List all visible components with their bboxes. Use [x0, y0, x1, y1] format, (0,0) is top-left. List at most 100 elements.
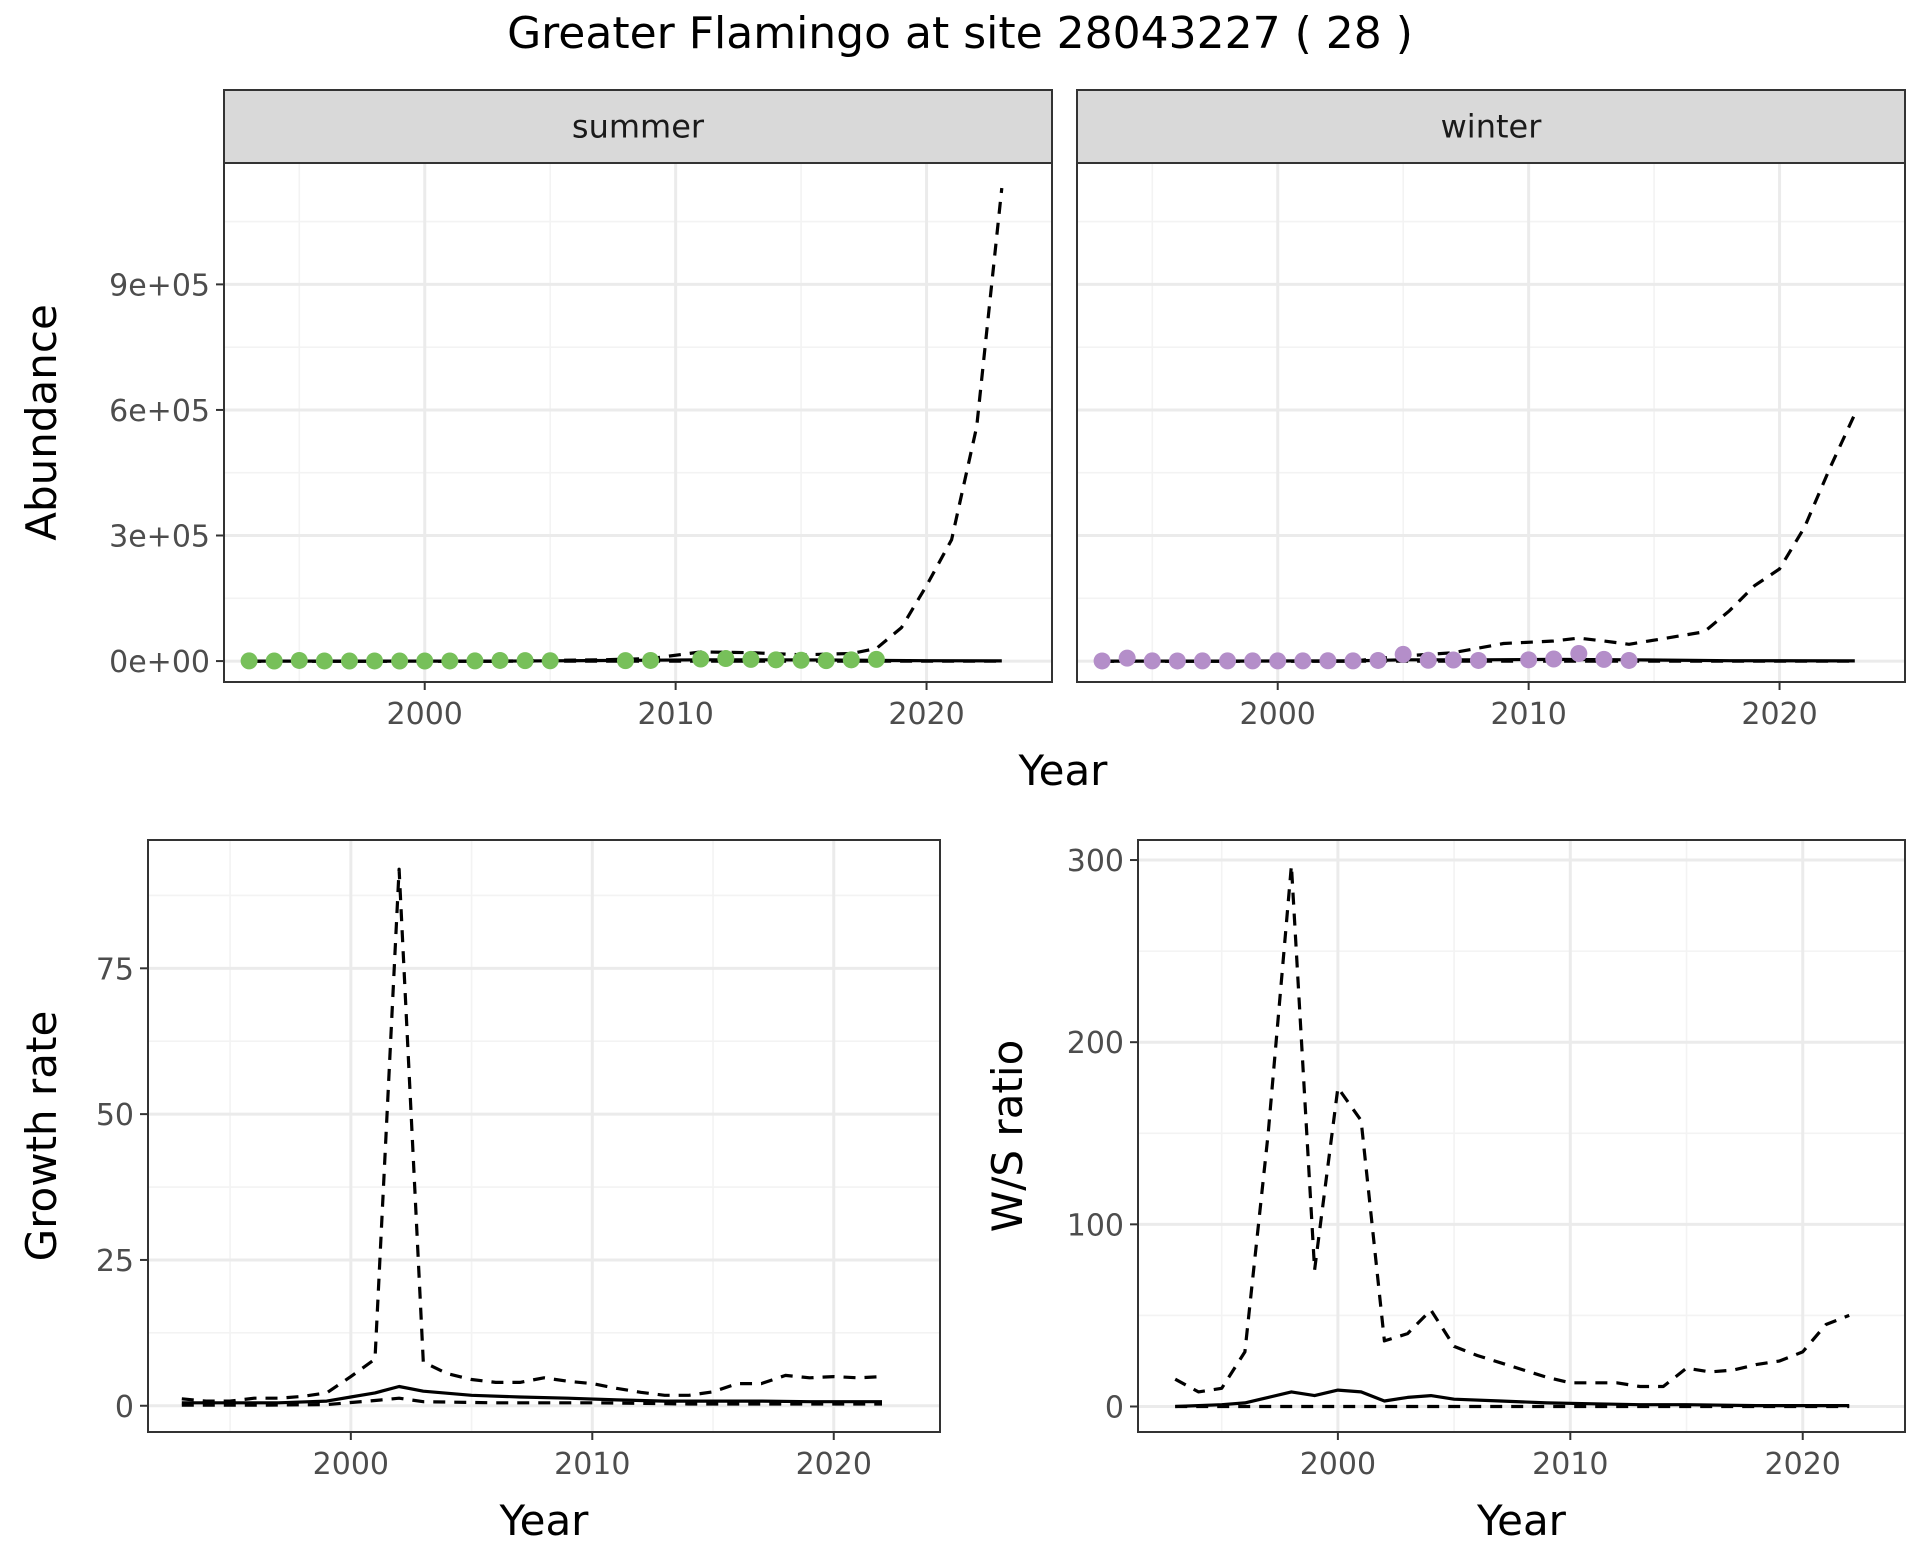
y-tick-label: 0: [115, 1390, 134, 1425]
y-tick-label: 3e+05: [109, 520, 210, 555]
y-axis: 0 100 200 300: [1067, 844, 1138, 1425]
data-point: [742, 650, 760, 668]
data-point: [1369, 651, 1387, 669]
data-point: [1419, 651, 1437, 669]
facet-strip-label: summer: [572, 108, 705, 146]
data-point: [1143, 652, 1161, 670]
data-point: [240, 652, 258, 670]
data-point: [366, 652, 384, 670]
data-point: [1469, 651, 1487, 669]
x-tick-label: 2000: [387, 697, 463, 732]
x-tick-label: 2010: [1490, 697, 1566, 732]
x-axis-title: Year: [1476, 1496, 1567, 1545]
data-point: [1118, 649, 1136, 667]
data-point: [290, 651, 308, 669]
y-tick-label: 75: [96, 952, 134, 987]
x-axis: 2000 2010 2020: [1240, 682, 1818, 732]
x-axis: 2000 2010 2020: [313, 1432, 872, 1482]
data-point: [491, 651, 509, 669]
y-tick-label: 0e+00: [109, 645, 210, 680]
data-point: [792, 651, 810, 669]
y-tick-label: 25: [96, 1244, 134, 1279]
gridlines: [148, 840, 940, 1432]
y-tick-label: 9e+05: [109, 268, 210, 303]
data-point: [1269, 652, 1287, 670]
data-point: [717, 650, 735, 668]
x-tick-label: 2020: [1765, 1447, 1841, 1482]
x-tick-label: 2020: [796, 1447, 872, 1482]
y-tick-label: 0: [1105, 1390, 1124, 1425]
winter-abundance-panel: winter 2000 2010 2020: [1076, 89, 1906, 732]
data-point: [1093, 652, 1111, 670]
x-tick-label: 2010: [1532, 1447, 1608, 1482]
data-point: [1168, 652, 1186, 670]
x-axis-title: Year: [499, 1496, 590, 1545]
data-point: [1244, 652, 1262, 670]
data-point: [541, 652, 559, 670]
data-point: [516, 652, 534, 670]
data-point: [466, 652, 484, 670]
growth-rate-panel: 2000 2010 2020 0 25 50 75 Growth rate Year: [17, 839, 941, 1545]
data-point: [842, 651, 860, 669]
y-tick-label: 6e+05: [109, 394, 210, 429]
panel-border: [147, 839, 941, 1433]
y-axis-title: Abundance: [17, 304, 66, 541]
data-point: [265, 652, 283, 670]
x-tick-label: 2000: [1300, 1447, 1376, 1482]
series-group: [1174, 863, 1850, 1409]
data-point: [340, 652, 358, 670]
solid-series-line-1: [1175, 1388, 1850, 1409]
solid-series-line-1: [181, 1384, 882, 1405]
dashed-series-line-0: [1102, 413, 1857, 663]
figure-title: Greater Flamingo at site 28043227 ( 28 ): [507, 8, 1413, 59]
data-point: [1394, 645, 1412, 663]
data-point: [767, 651, 785, 669]
data-point: [315, 652, 333, 670]
y-axis: 0e+00 3e+05 6e+05 9e+05: [109, 268, 224, 680]
y-tick-label: 100: [1067, 1208, 1124, 1243]
data-point: [1319, 652, 1337, 670]
gridlines: [1138, 840, 1905, 1432]
series-group: [1093, 413, 1857, 670]
gridlines: [224, 163, 1053, 682]
data-point: [692, 650, 710, 668]
dashed-series-line-0: [181, 867, 883, 1403]
x-axis: 2000 2010 2020: [387, 682, 965, 732]
x-tick-label: 2000: [313, 1447, 389, 1482]
dashed-series-line-2: [181, 1396, 882, 1407]
y-axis-title: Growth rate: [17, 1011, 66, 1262]
data-point: [1193, 652, 1211, 670]
facet-strip-label: winter: [1441, 108, 1543, 146]
series-group: [240, 187, 1004, 670]
x-tick-label: 2020: [888, 697, 964, 732]
data-point: [1344, 652, 1362, 670]
data-point: [1545, 650, 1563, 668]
gridlines: [1077, 163, 1906, 682]
x-tick-label: 2010: [554, 1447, 630, 1482]
panel-border: [1137, 839, 1906, 1433]
y-tick-label: 300: [1067, 844, 1124, 879]
facet-strip: [223, 89, 1053, 164]
facet-strip: [1076, 89, 1906, 164]
data-point: [1620, 651, 1638, 669]
x-tick-label: 2000: [1240, 697, 1316, 732]
data-point: [391, 652, 409, 670]
y-axis: 0 25 50 75: [96, 952, 148, 1425]
y-axis-title: W/S ratio: [983, 1040, 1032, 1233]
data-point: [642, 651, 660, 669]
data-point: [1595, 650, 1613, 668]
data-point: [1219, 652, 1237, 670]
data-point: [616, 652, 634, 670]
data-point: [817, 652, 835, 670]
data-point: [416, 652, 434, 670]
data-point: [1444, 651, 1462, 669]
top-x-axis-title: Year: [1018, 746, 1109, 795]
dashed-series-line-0: [1174, 863, 1850, 1394]
ws-ratio-panel: 2000 2010 2020 0 100 200 300 W/S ratio Year: [983, 839, 1906, 1545]
data-point: [1570, 645, 1588, 663]
data-point: [1294, 652, 1312, 670]
data-point: [867, 650, 885, 668]
x-axis: 2000 2010 2020: [1300, 1432, 1841, 1482]
x-tick-label: 2020: [1741, 697, 1817, 732]
